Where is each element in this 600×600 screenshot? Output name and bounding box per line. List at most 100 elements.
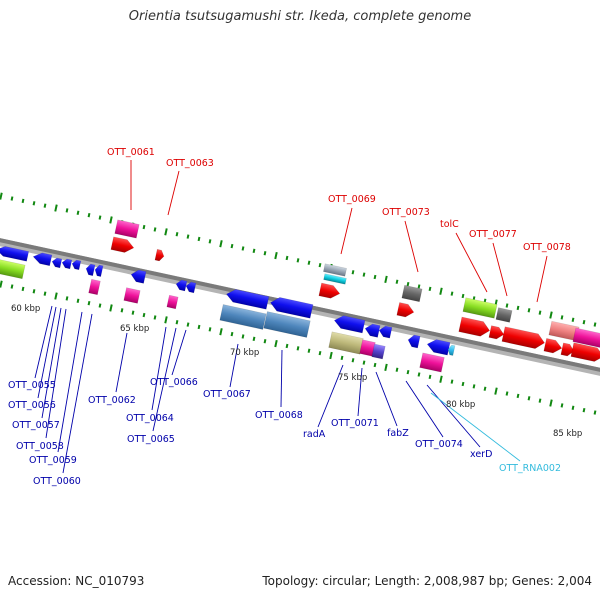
- tick-mark: [109, 216, 113, 224]
- tick-mark: [274, 251, 278, 260]
- label-leader-line: [37, 306, 57, 399]
- tick-mark: [186, 322, 190, 327]
- gene-feature[interactable]: [85, 263, 96, 277]
- tick-mark: [516, 305, 520, 311]
- tick-mark: [175, 320, 179, 325]
- tick-mark: [219, 240, 223, 248]
- gene-feature[interactable]: [225, 288, 270, 310]
- gene-feature[interactable]: [219, 304, 267, 330]
- tick-mark: [582, 407, 586, 413]
- tick-mark: [406, 281, 410, 287]
- tick-mark: [296, 346, 300, 351]
- tick-mark: [483, 386, 487, 391]
- gene-feature[interactable]: [0, 258, 26, 280]
- gene-label-ott0065: OTT_0065: [127, 434, 175, 445]
- tick-mark: [186, 234, 190, 239]
- gene-feature[interactable]: [88, 278, 101, 296]
- gene-feature[interactable]: [396, 302, 415, 318]
- tick-mark: [560, 403, 564, 408]
- tick-mark: [252, 336, 256, 342]
- gene-feature[interactable]: [447, 344, 456, 356]
- gene-feature[interactable]: [185, 281, 197, 294]
- tick-mark: [340, 355, 344, 361]
- tick-mark: [318, 262, 322, 268]
- gene-feature[interactable]: [130, 269, 147, 284]
- gene-feature[interactable]: [407, 334, 421, 349]
- gene-label-ott0077: OTT_0077: [469, 229, 517, 240]
- gene-feature[interactable]: [114, 219, 140, 239]
- tick-mark: [252, 248, 256, 254]
- gene-feature[interactable]: [269, 296, 314, 319]
- gene-feature[interactable]: [560, 342, 575, 357]
- gene-feature[interactable]: [501, 326, 546, 351]
- gene-label-ott0066: OTT_0066: [150, 377, 198, 388]
- scale-label-60kbp: 60 kbp: [11, 304, 40, 314]
- gene-feature[interactable]: [328, 331, 364, 355]
- gene-feature[interactable]: [333, 314, 366, 334]
- gene-label-tolc: tolC: [440, 219, 459, 230]
- gene-feature[interactable]: [572, 327, 600, 349]
- tick-mark: [351, 270, 355, 275]
- gene-feature[interactable]: [123, 287, 141, 304]
- label-leader-line: [34, 305, 53, 379]
- gene-feature[interactable]: [71, 259, 82, 271]
- label-leader-line: [57, 311, 83, 453]
- label-leader-line: [404, 220, 419, 273]
- gene-feature[interactable]: [371, 343, 386, 360]
- tick-mark: [197, 236, 201, 242]
- gene-feature[interactable]: [175, 279, 188, 292]
- gene-feature[interactable]: [458, 316, 491, 338]
- tick-mark: [153, 315, 157, 320]
- scale-label-85kbp: 85 kbp: [553, 429, 582, 439]
- tick-mark: [417, 372, 421, 377]
- gene-feature[interactable]: [401, 284, 423, 303]
- gene-feature[interactable]: [495, 307, 513, 323]
- tick-mark: [230, 243, 234, 249]
- gene-feature[interactable]: [323, 263, 347, 277]
- gene-label-ott0064: OTT_0064: [126, 413, 174, 424]
- gene-feature[interactable]: [318, 282, 341, 300]
- tick-mark: [32, 289, 36, 294]
- gene-label-ott0074: OTT_0074: [415, 439, 463, 450]
- gene-feature[interactable]: [426, 338, 451, 356]
- label-leader-line: [375, 371, 398, 427]
- gene-feature[interactable]: [419, 352, 445, 373]
- tick-mark: [131, 310, 135, 315]
- tick-mark: [142, 312, 146, 318]
- gene-feature[interactable]: [154, 248, 165, 262]
- tick-mark: [10, 196, 14, 201]
- tick-mark: [505, 391, 509, 396]
- tick-mark: [65, 296, 69, 301]
- gene-feature[interactable]: [0, 245, 30, 262]
- gene-feature[interactable]: [166, 294, 179, 310]
- gene-feature[interactable]: [378, 325, 393, 339]
- gene-feature[interactable]: [462, 297, 498, 319]
- label-leader-line: [430, 392, 521, 462]
- tick-mark: [274, 339, 278, 348]
- tick-mark: [10, 284, 14, 289]
- gene-feature[interactable]: [364, 323, 381, 338]
- gene-feature[interactable]: [110, 236, 135, 254]
- gene-label-ott0055: OTT_0055: [8, 380, 56, 391]
- tick-mark: [0, 192, 3, 200]
- gene-feature[interactable]: [61, 258, 73, 270]
- gene-feature[interactable]: [488, 325, 505, 341]
- tick-mark: [175, 232, 179, 237]
- label-leader-line: [171, 329, 187, 376]
- gene-label-ott0059: OTT_0059: [29, 455, 77, 466]
- label-leader-line: [455, 232, 488, 293]
- scale-label-70kbp: 70 kbp: [230, 348, 259, 358]
- gene-feature[interactable]: [570, 342, 600, 363]
- gene-feature[interactable]: [263, 311, 311, 338]
- gene-feature[interactable]: [323, 273, 347, 285]
- tick-mark: [285, 255, 289, 261]
- gene-feature[interactable]: [32, 251, 53, 267]
- gene-feature[interactable]: [94, 264, 104, 277]
- gene-feature[interactable]: [543, 337, 563, 354]
- gene-feature[interactable]: [51, 257, 63, 269]
- tick-mark: [373, 362, 377, 368]
- gene-label-ott0071: OTT_0071: [331, 418, 379, 429]
- tick-mark: [560, 315, 564, 320]
- genome-summary-text: Topology: circular; Length: 2,008,987 bp…: [262, 574, 592, 588]
